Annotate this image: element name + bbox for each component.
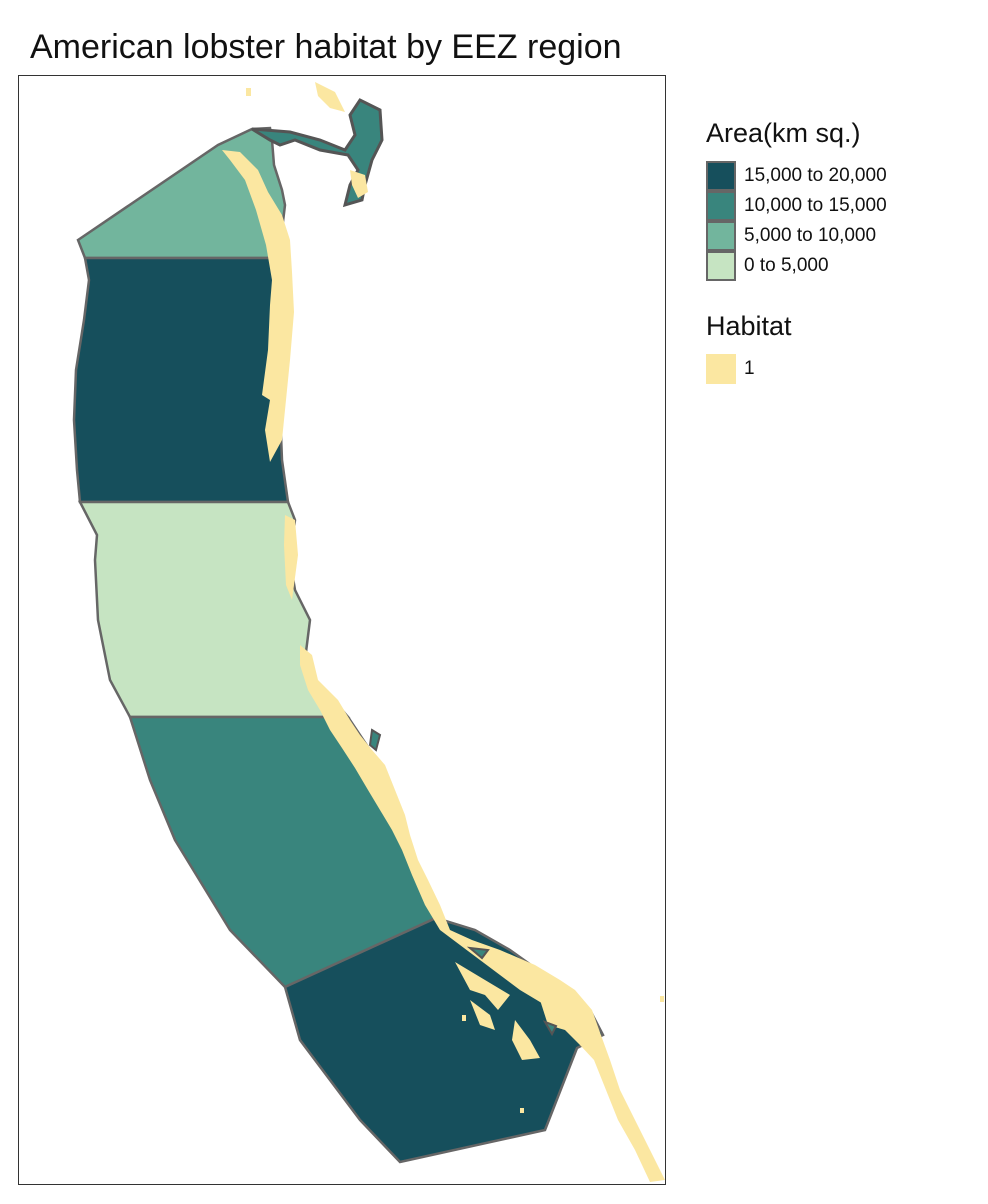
legend-area-list: 15,000 to 20,000 10,000 to 15,000 5,000 …: [706, 161, 887, 281]
eez-region-north-central[interactable]: [72, 256, 290, 504]
legend-swatch: [706, 354, 736, 384]
legend-swatch: [706, 191, 736, 221]
legend-area-item: 0 to 5,000: [706, 251, 887, 281]
habitat-layer: [222, 82, 665, 1182]
legend-label: 1: [744, 358, 755, 379]
legend-habitat-item: 1: [706, 354, 887, 384]
legend-habitat-title: Habitat: [706, 311, 792, 341]
legend-label: 15,000 to 20,000: [744, 165, 887, 186]
legend-label: 10,000 to 15,000: [744, 195, 887, 216]
legend-area-item: 5,000 to 10,000: [706, 221, 887, 251]
legend-label: 5,000 to 10,000: [744, 225, 877, 246]
island-outlines: [368, 728, 558, 1037]
map-legend: Area(km sq.) 15,000 to 20,000 10,000 to …: [706, 118, 887, 384]
map-title: American lobster habitat by EEZ region: [30, 28, 622, 66]
legend-swatch: [706, 251, 736, 281]
legend-area-title: Area(km sq.): [706, 118, 861, 148]
legend-area-item: 15,000 to 20,000: [706, 161, 887, 191]
legend-swatch: [706, 161, 736, 191]
map-panel: [18, 75, 666, 1185]
legend-area-item: 10,000 to 15,000: [706, 191, 887, 221]
legend-label: 0 to 5,000: [744, 255, 829, 276]
legend-swatch: [706, 221, 736, 251]
